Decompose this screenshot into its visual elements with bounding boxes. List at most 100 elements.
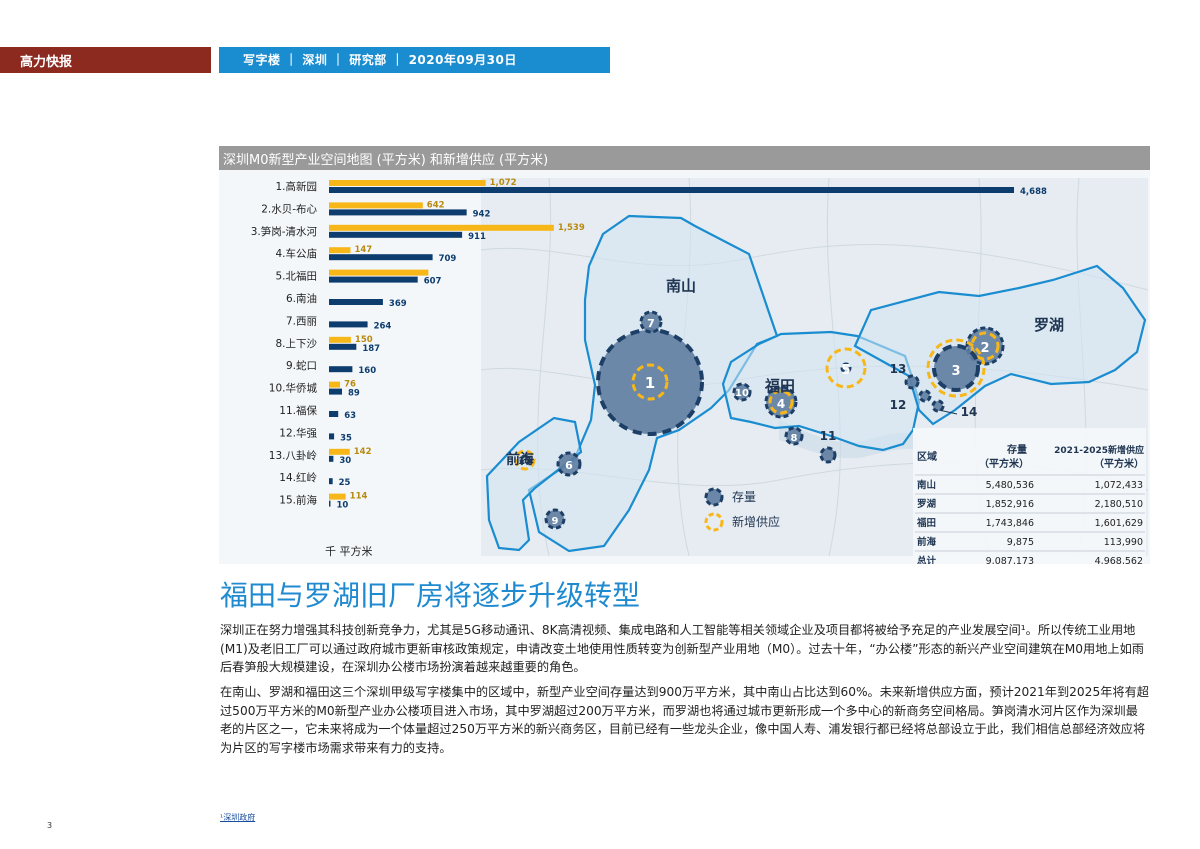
stock-bar <box>329 343 357 350</box>
stock-marker <box>840 362 852 374</box>
marker-number-label: 12 <box>890 398 907 412</box>
supply-marker <box>825 347 867 389</box>
stock-data-label: 89 <box>348 389 360 399</box>
marker-number-label: 4 <box>777 397 785 411</box>
chart-category-label: 15.前海 <box>279 494 317 507</box>
chart-category-label: 13.八卦岭 <box>269 449 318 462</box>
supply-bar <box>329 493 346 500</box>
stock-marker <box>556 451 582 477</box>
district-qianhai <box>485 416 583 552</box>
section-heading: 福田与罗湖旧厂房将逐步升级转型 <box>220 579 641 612</box>
stock-bar <box>329 231 463 238</box>
table-header-region: 区域 <box>917 450 937 463</box>
body-paragraph-1: 深圳正在努力增强其科技创新竞争力，尤其是5G移动通讯、8K高清视频、集成电路和人… <box>220 623 1144 674</box>
supply-bar <box>329 224 554 231</box>
marker-number-label: 10 <box>735 388 749 399</box>
table-cell-stock: 1,852,916 <box>986 499 1034 510</box>
legend-supply-icon <box>704 512 724 532</box>
marker-number-label: 2 <box>980 341 989 356</box>
figure-title-bar: 深圳M0新型产业空间地图 (平方米) 和新增供应 (平方米) <box>219 146 1150 170</box>
table-cell-supply: 113,990 <box>1104 537 1143 548</box>
marker-number-label: 5 <box>841 363 850 378</box>
stock-data-label: 264 <box>374 321 392 331</box>
legend-stock-label: 存量 <box>732 490 756 504</box>
stock-marker <box>732 382 752 402</box>
stock-bar <box>329 276 418 283</box>
supply-data-label: 114 <box>350 492 368 502</box>
chart-category-label: 5.北福田 <box>275 270 317 283</box>
report-info-label: 写字楼 ｜ 深圳 ｜ 研究部 ｜ 2020年09月30日 <box>243 53 517 67</box>
region-table-bg <box>913 428 1146 564</box>
marker-number-label: 14 <box>961 405 978 419</box>
legend-supply-label: 新增供应 <box>732 514 780 529</box>
supply-data-label: 1,072 <box>490 178 517 188</box>
chart-category-label: 6.南油 <box>286 292 317 305</box>
stock-data-label: 35 <box>340 433 352 443</box>
table-cell-region: 罗湖 <box>917 498 937 510</box>
body-paragraph-2: 在南山、罗湖和福田这三个深圳甲级写字楼集中的区域中，新型产业空间存量达到900万… <box>220 685 1149 755</box>
table-cell-stock: 9,875 <box>1007 537 1034 548</box>
stock-data-label: 10 <box>336 501 348 511</box>
supply-bar <box>329 247 351 254</box>
stock-marker <box>819 446 837 464</box>
marker-number-label: 1 <box>645 374 655 392</box>
stock-marker <box>932 344 980 392</box>
region-table: 区域 存量 （平方米） 2021-2025新增供应 （平方米） 南山 5,480,… <box>913 428 1146 564</box>
stock-bar <box>329 299 383 305</box>
supply-data-label: 150 <box>355 335 373 345</box>
supply-marker <box>631 363 669 401</box>
report-badge: 高力快报 <box>0 47 211 73</box>
stock-data-label: 25 <box>339 478 351 488</box>
table-header-stock: 存量 <box>1007 443 1027 456</box>
stock-bar <box>329 388 343 395</box>
chart-category-label: 3.笋岗-清水河 <box>251 225 318 238</box>
stock-data-label: 187 <box>362 344 380 354</box>
chart-category-label: 1.高新园 <box>275 180 317 193</box>
map-label-futian: 福田 <box>764 377 795 395</box>
figure-title: 深圳M0新型产业空间地图 (平方米) 和新增供应 (平方米) <box>223 153 549 168</box>
supply-bar <box>329 269 429 276</box>
table-cell-supply: 2,180,510 <box>1095 499 1143 510</box>
stock-bar <box>329 366 353 373</box>
supply-data-label: 642 <box>427 200 445 210</box>
table-cell-stock: 1,743,846 <box>986 518 1034 529</box>
stock-marker <box>931 399 945 413</box>
table-header-stock-unit: （平方米） <box>979 457 1029 470</box>
table-cell-supply: 4,968,562 <box>1095 556 1143 564</box>
marker-number-label: 8 <box>791 433 798 444</box>
stock-data-label: 369 <box>389 299 407 309</box>
chart-category-label: 10.华侨城 <box>269 382 318 395</box>
stock-data-label: 709 <box>439 254 457 264</box>
marker-number-label: 15 <box>518 456 532 467</box>
page-number: 3 <box>47 821 53 830</box>
supply-marker <box>926 338 986 398</box>
region-table-rows: 南山 5,480,536 1,072,433 罗湖 1,852,916 2,180,510… <box>915 474 1145 564</box>
marker-number-label: 7 <box>647 317 655 330</box>
supply-bar <box>329 448 350 455</box>
marker-number-label: 13 <box>890 362 907 376</box>
chart-category-label: 9.蛇口 <box>286 359 317 372</box>
supply-bar <box>329 336 351 343</box>
stock-bar <box>329 321 368 328</box>
map-label-nanshan: 南山 <box>666 277 696 295</box>
stock-bar <box>329 500 331 507</box>
table-cell-stock: 5,480,536 <box>986 480 1034 491</box>
table-cell-stock: 9,087,173 <box>986 556 1034 564</box>
stock-data-label: 4,688 <box>1020 187 1047 197</box>
map-label-luohu: 罗湖 <box>1034 316 1064 334</box>
marker-14-leader <box>938 409 958 415</box>
supply-data-label: 76 <box>344 380 356 390</box>
chart-category-label: 11.福保 <box>279 404 317 417</box>
table-cell-supply: 1,072,433 <box>1095 480 1143 491</box>
supply-marker <box>970 331 1000 361</box>
stock-marker <box>544 508 566 530</box>
stock-bar <box>329 209 467 216</box>
stock-marker <box>918 389 932 403</box>
footnote-link[interactable]: ¹深圳政府 <box>220 813 256 822</box>
chart-category-label: 7.西丽 <box>286 315 317 327</box>
map-label-qianhai: 前海 <box>506 451 534 468</box>
stock-marker <box>904 374 920 390</box>
stock-data-label: 942 <box>473 209 491 219</box>
